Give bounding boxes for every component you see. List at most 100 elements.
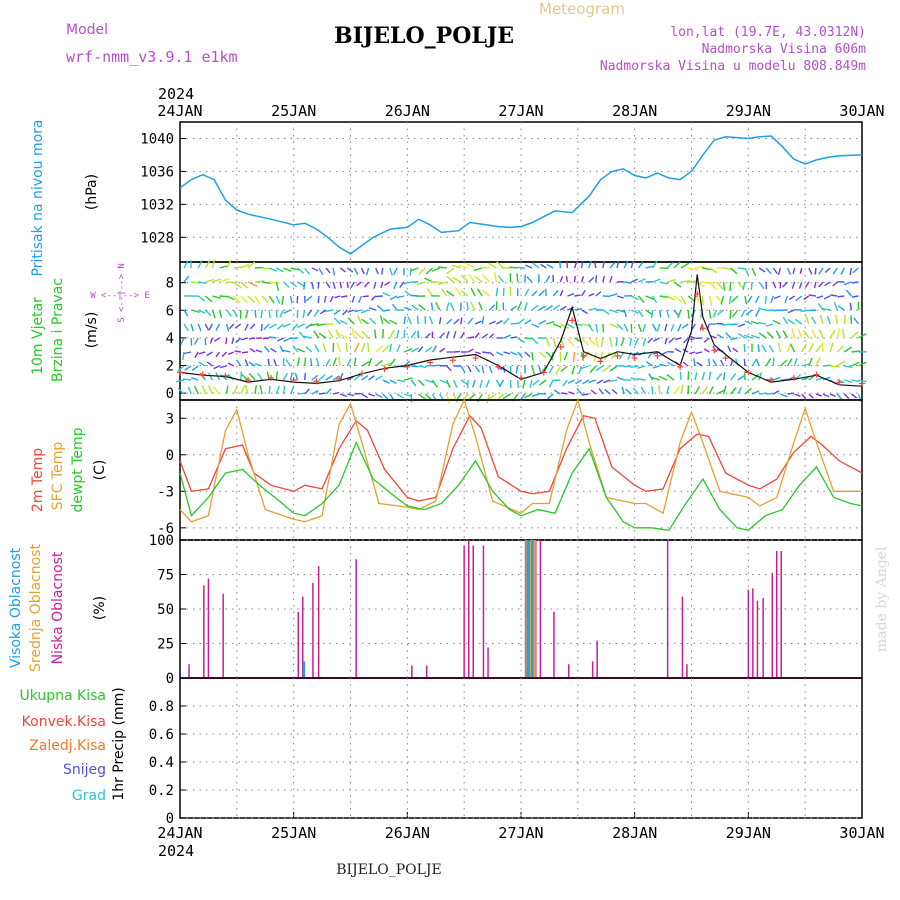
- wind-arrow: [687, 371, 690, 381]
- wind-arrow: [758, 372, 763, 381]
- low-cloud-bar: [355, 559, 357, 678]
- wind-arrow: [332, 357, 337, 367]
- wind-arrow: [652, 278, 661, 283]
- wind-arrow: [559, 290, 564, 297]
- wind-arrow: [630, 295, 639, 301]
- wind-arrow: [334, 295, 341, 299]
- wind-arrow: [248, 337, 256, 340]
- wind-arrow: [183, 275, 190, 283]
- wind-arrow: [589, 365, 597, 374]
- wind-arrow: [735, 358, 739, 367]
- wind-arrow: [545, 321, 555, 325]
- wind-arrow: [503, 334, 511, 339]
- wind-arrow: [822, 364, 832, 367]
- wind-arrow: [794, 393, 801, 398]
- wind-arrow: [184, 351, 192, 355]
- y-tick-label: 1028: [140, 230, 174, 246]
- wind-arrow: [620, 337, 625, 347]
- gust-marker: [711, 347, 718, 354]
- wind-arrow: [538, 305, 547, 311]
- wind-arrow: [813, 281, 817, 289]
- wind-arrow: [689, 351, 696, 355]
- precip-legend-item: Grad: [72, 788, 106, 804]
- wind-arrow: [666, 279, 676, 283]
- wind-arrow: [708, 295, 713, 306]
- wind-arrow: [722, 372, 726, 381]
- gust-marker: [199, 371, 206, 378]
- wind-arrow: [784, 295, 789, 304]
- wind-arrow: [616, 323, 624, 331]
- wind-arrow: [399, 281, 405, 288]
- wind-arrow: [215, 351, 221, 358]
- wind-arrow: [552, 337, 557, 348]
- wind-arrow: [768, 344, 774, 353]
- wind-arrow: [720, 295, 725, 305]
- wind-arrow: [318, 332, 327, 339]
- wind-arrow: [830, 294, 838, 297]
- wind-arrow: [712, 359, 718, 367]
- wind-arrow: [787, 309, 795, 314]
- wind-arrow: [766, 378, 774, 381]
- wind-arrow: [647, 337, 654, 344]
- wind-arrow: [177, 387, 185, 395]
- wind-arrow: [738, 323, 746, 328]
- wind-arrow: [197, 295, 206, 302]
- wind-arrow: [629, 337, 632, 347]
- wind-arrow: [424, 346, 433, 353]
- wind-arrow: [260, 309, 263, 319]
- wind-arrow: [758, 307, 767, 311]
- wind-arrow: [347, 393, 355, 397]
- wind-arrow: [851, 379, 860, 383]
- wind-arrow: [638, 277, 646, 283]
- wind-arrow: [382, 291, 391, 297]
- wind-arrow: [559, 260, 561, 269]
- model-altitude-label: Nadmorska Visina u modelu 808.849m: [600, 59, 866, 74]
- wind-arrow: [702, 267, 711, 271]
- wind-arrow: [332, 343, 335, 353]
- wind-arrow: [608, 379, 618, 383]
- wind-arrow: [648, 373, 654, 381]
- wind-arrow: [338, 356, 341, 367]
- wind-arrow: [201, 385, 206, 395]
- wind-arrow: [782, 281, 789, 288]
- wind-arrow: [289, 295, 293, 304]
- wind-arrow: [389, 358, 396, 367]
- wind-arrow: [313, 309, 320, 317]
- wind-arrow: [609, 323, 619, 329]
- wind-arrow: [296, 357, 300, 367]
- wind-arrow: [602, 275, 605, 283]
- wind-arrow: [545, 275, 551, 283]
- wind-arrow: [325, 267, 331, 274]
- wind-arrow: [744, 295, 748, 305]
- wind-arrow: [213, 337, 220, 342]
- wind-arrow: [175, 379, 185, 383]
- footer-station: BIJELO_POLJE: [336, 862, 441, 878]
- wind-arrow: [602, 260, 605, 269]
- wind-arrow: [418, 267, 426, 275]
- wind-arrow: [364, 281, 370, 288]
- wind-arrow: [361, 330, 370, 339]
- wind-arrow: [524, 393, 533, 399]
- wind-arrow: [425, 364, 434, 367]
- wind-arrow: [281, 295, 285, 305]
- wind-arrow: [410, 379, 417, 387]
- precip-legend: Ukupna Kisa Konvek.Kisa Zaledj.Kisa Snijeg G…: [19, 688, 106, 804]
- wind-arrow: [822, 308, 831, 311]
- wind-arrow: [285, 359, 292, 367]
- wind-arrow: [742, 281, 746, 291]
- wind-arrow: [758, 321, 767, 325]
- wind-arrow: [604, 388, 611, 395]
- wind-arrow: [225, 259, 232, 269]
- wind-arrow: [829, 329, 836, 339]
- wind-arrow: [674, 347, 682, 353]
- wind-arrow: [411, 304, 419, 311]
- wind-arrow: [645, 361, 653, 367]
- wind-arrow: [602, 323, 605, 333]
- wind-arrow: [212, 278, 222, 283]
- wind-arrow: [269, 281, 279, 284]
- wind-arrow: [431, 267, 440, 273]
- wind-arrow: [452, 277, 462, 283]
- wind-arrow: [410, 330, 417, 339]
- y-tick-label: 2: [166, 359, 174, 375]
- wind-arrow: [673, 309, 680, 317]
